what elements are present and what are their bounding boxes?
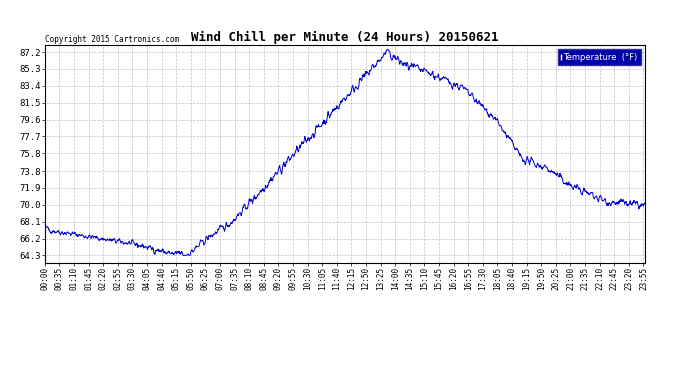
Title: Wind Chill per Minute (24 Hours) 20150621: Wind Chill per Minute (24 Hours) 2015062… — [191, 31, 499, 44]
Text: Copyright 2015 Cartronics.com: Copyright 2015 Cartronics.com — [46, 35, 179, 44]
Legend: Temperature  (°F): Temperature (°F) — [558, 49, 641, 65]
